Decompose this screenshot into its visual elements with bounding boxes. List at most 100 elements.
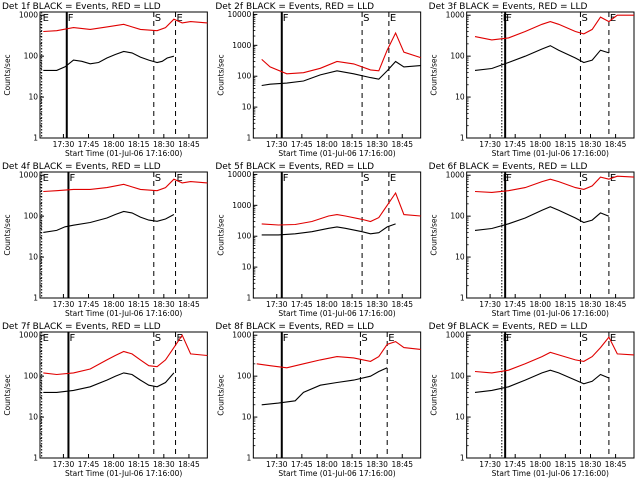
x-tick-label: 17:30: [266, 460, 288, 469]
marker-label: E: [610, 333, 616, 344]
series-line-2: [43, 178, 208, 193]
y-axis-label: Counts/sec: [3, 54, 12, 95]
y-tick-label: 1000: [232, 201, 251, 210]
series-line-2: [474, 336, 635, 374]
marker-label: E: [177, 13, 183, 24]
x-tick-label: 18:15: [128, 140, 150, 149]
x-tick-label: 18:45: [178, 300, 200, 309]
x-tick-label: 18:15: [341, 140, 363, 149]
x-tick-label: 17:45: [504, 460, 526, 469]
marker-label: S: [581, 173, 587, 184]
plot-frame: [39, 171, 208, 299]
plot-frame: [466, 171, 635, 299]
y-tick-label: 1: [247, 294, 252, 303]
plot-frame: [252, 171, 422, 299]
plot-frame: [466, 331, 635, 459]
x-tick-label: 17:30: [479, 140, 501, 149]
marker-label: S: [581, 333, 587, 344]
x-tick-label: 17:30: [479, 460, 501, 469]
y-tick-label: 1000: [446, 171, 465, 180]
y-axis-label: Counts/sec: [216, 214, 225, 255]
y-axis-label: Counts/sec: [430, 214, 439, 255]
x-tick-label: 18:45: [178, 140, 200, 149]
x-axis-label: Start Time (01-Jul-06 17:16:00): [278, 149, 395, 158]
x-tick-label: 18:45: [391, 460, 413, 469]
y-tick-label: 1: [460, 454, 465, 463]
series-line-1: [261, 60, 421, 87]
y-tick-label: 1: [33, 294, 38, 303]
y-tick-label: 100: [450, 212, 465, 221]
y-tick-label: 1000: [232, 331, 251, 340]
marker-label: E: [177, 173, 183, 184]
plot-frame: [39, 11, 208, 139]
marker-label: F: [69, 173, 75, 184]
series-line-1: [261, 223, 396, 236]
plot-frame: [252, 331, 422, 459]
y-tick-label: 1000: [446, 11, 465, 20]
x-tick-label: 18:00: [103, 140, 125, 149]
marker-label: E: [43, 173, 49, 184]
y-axis-label: Counts/sec: [3, 214, 12, 255]
x-axis-label: Start Time (01-Jul-06 17:16:00): [278, 469, 395, 478]
x-tick-label: 18:15: [341, 300, 363, 309]
series-line-1: [43, 372, 175, 393]
series-line-2: [43, 334, 208, 376]
plot-title: Det 3f BLACK = Events, RED = LLD: [429, 2, 588, 12]
plot-panel-8: Det 8f BLACK = Events, RED = LLD 1 10 100 10…: [215, 322, 422, 478]
plot-title: Det 5f BLACK = Events, RED = LLD: [215, 162, 374, 172]
marker-label: S: [155, 333, 161, 344]
series-line-1: [474, 45, 610, 71]
x-tick-label: 18:00: [529, 460, 551, 469]
x-tick-label: 18:00: [316, 300, 338, 309]
marker-label: F: [283, 13, 289, 24]
marker-label: E: [388, 333, 394, 344]
y-tick-label: 10: [455, 253, 465, 262]
x-tick-label: 17:30: [266, 140, 288, 149]
plot-frame: [39, 331, 208, 459]
plot-panel-3: Det 3f BLACK = Events, RED = LLD 1 10 100 10…: [429, 2, 635, 158]
marker-label: E: [390, 173, 396, 184]
x-tick-label: 18:00: [529, 300, 551, 309]
x-tick-label: 18:00: [103, 460, 125, 469]
plot-title: Det 7f BLACK = Events, RED = LLD: [2, 322, 161, 332]
plot-title: Det 6f BLACK = Events, RED = LLD: [429, 162, 588, 172]
marker-label: E: [610, 173, 616, 184]
x-axis-label: Start Time (01-Jul-06 17:16:00): [65, 469, 182, 478]
x-tick-label: 18:30: [153, 300, 175, 309]
marker-label: S: [155, 173, 161, 184]
plot-panel-1: Det 1f BLACK = Events, RED = LLD 1 10 100 10…: [2, 2, 208, 158]
y-tick-label: 100: [24, 212, 39, 221]
marker-label: F: [69, 333, 75, 344]
x-tick-label: 17:45: [78, 460, 100, 469]
y-axis-label: Counts/sec: [3, 374, 12, 415]
marker-label: F: [68, 13, 74, 24]
marker-label: E: [390, 13, 396, 24]
y-tick-label: 1: [460, 134, 465, 143]
y-tick-label: 100: [450, 372, 465, 381]
x-axis-label: Start Time (01-Jul-06 17:16:00): [492, 469, 609, 478]
x-tick-label: 18:15: [555, 460, 577, 469]
x-tick-label: 17:30: [266, 300, 288, 309]
x-tick-label: 18:45: [391, 140, 413, 149]
plot-frame: [466, 11, 635, 139]
series-line-1: [43, 50, 175, 71]
x-tick-label: 18:15: [555, 300, 577, 309]
y-tick-label: 1000: [19, 11, 38, 20]
y-axis-label: Counts/sec: [216, 374, 225, 415]
plot-panel-7: Det 7f BLACK = Events, RED = LLD 1 10 100 10…: [2, 322, 208, 478]
x-tick-label: 17:45: [291, 140, 313, 149]
marker-label: F: [283, 173, 289, 184]
plot-title: Det 1f BLACK = Events, RED = LLD: [2, 2, 161, 12]
plot-title: Det 4f BLACK = Events, RED = LLD: [2, 162, 161, 172]
x-tick-label: 18:15: [128, 300, 150, 309]
x-tick-label: 18:30: [366, 300, 388, 309]
x-tick-label: 18:30: [580, 300, 602, 309]
x-tick-label: 18:15: [555, 140, 577, 149]
y-tick-label: 100: [24, 52, 39, 61]
x-tick-label: 17:30: [479, 300, 501, 309]
x-tick-label: 18:30: [153, 140, 175, 149]
marker-label: S: [581, 13, 587, 24]
x-tick-label: 18:45: [391, 300, 413, 309]
marker-label: E: [43, 333, 49, 344]
plot-panel-9: Det 9f BLACK = Events, RED = LLD 1 10 100 10…: [429, 322, 635, 478]
